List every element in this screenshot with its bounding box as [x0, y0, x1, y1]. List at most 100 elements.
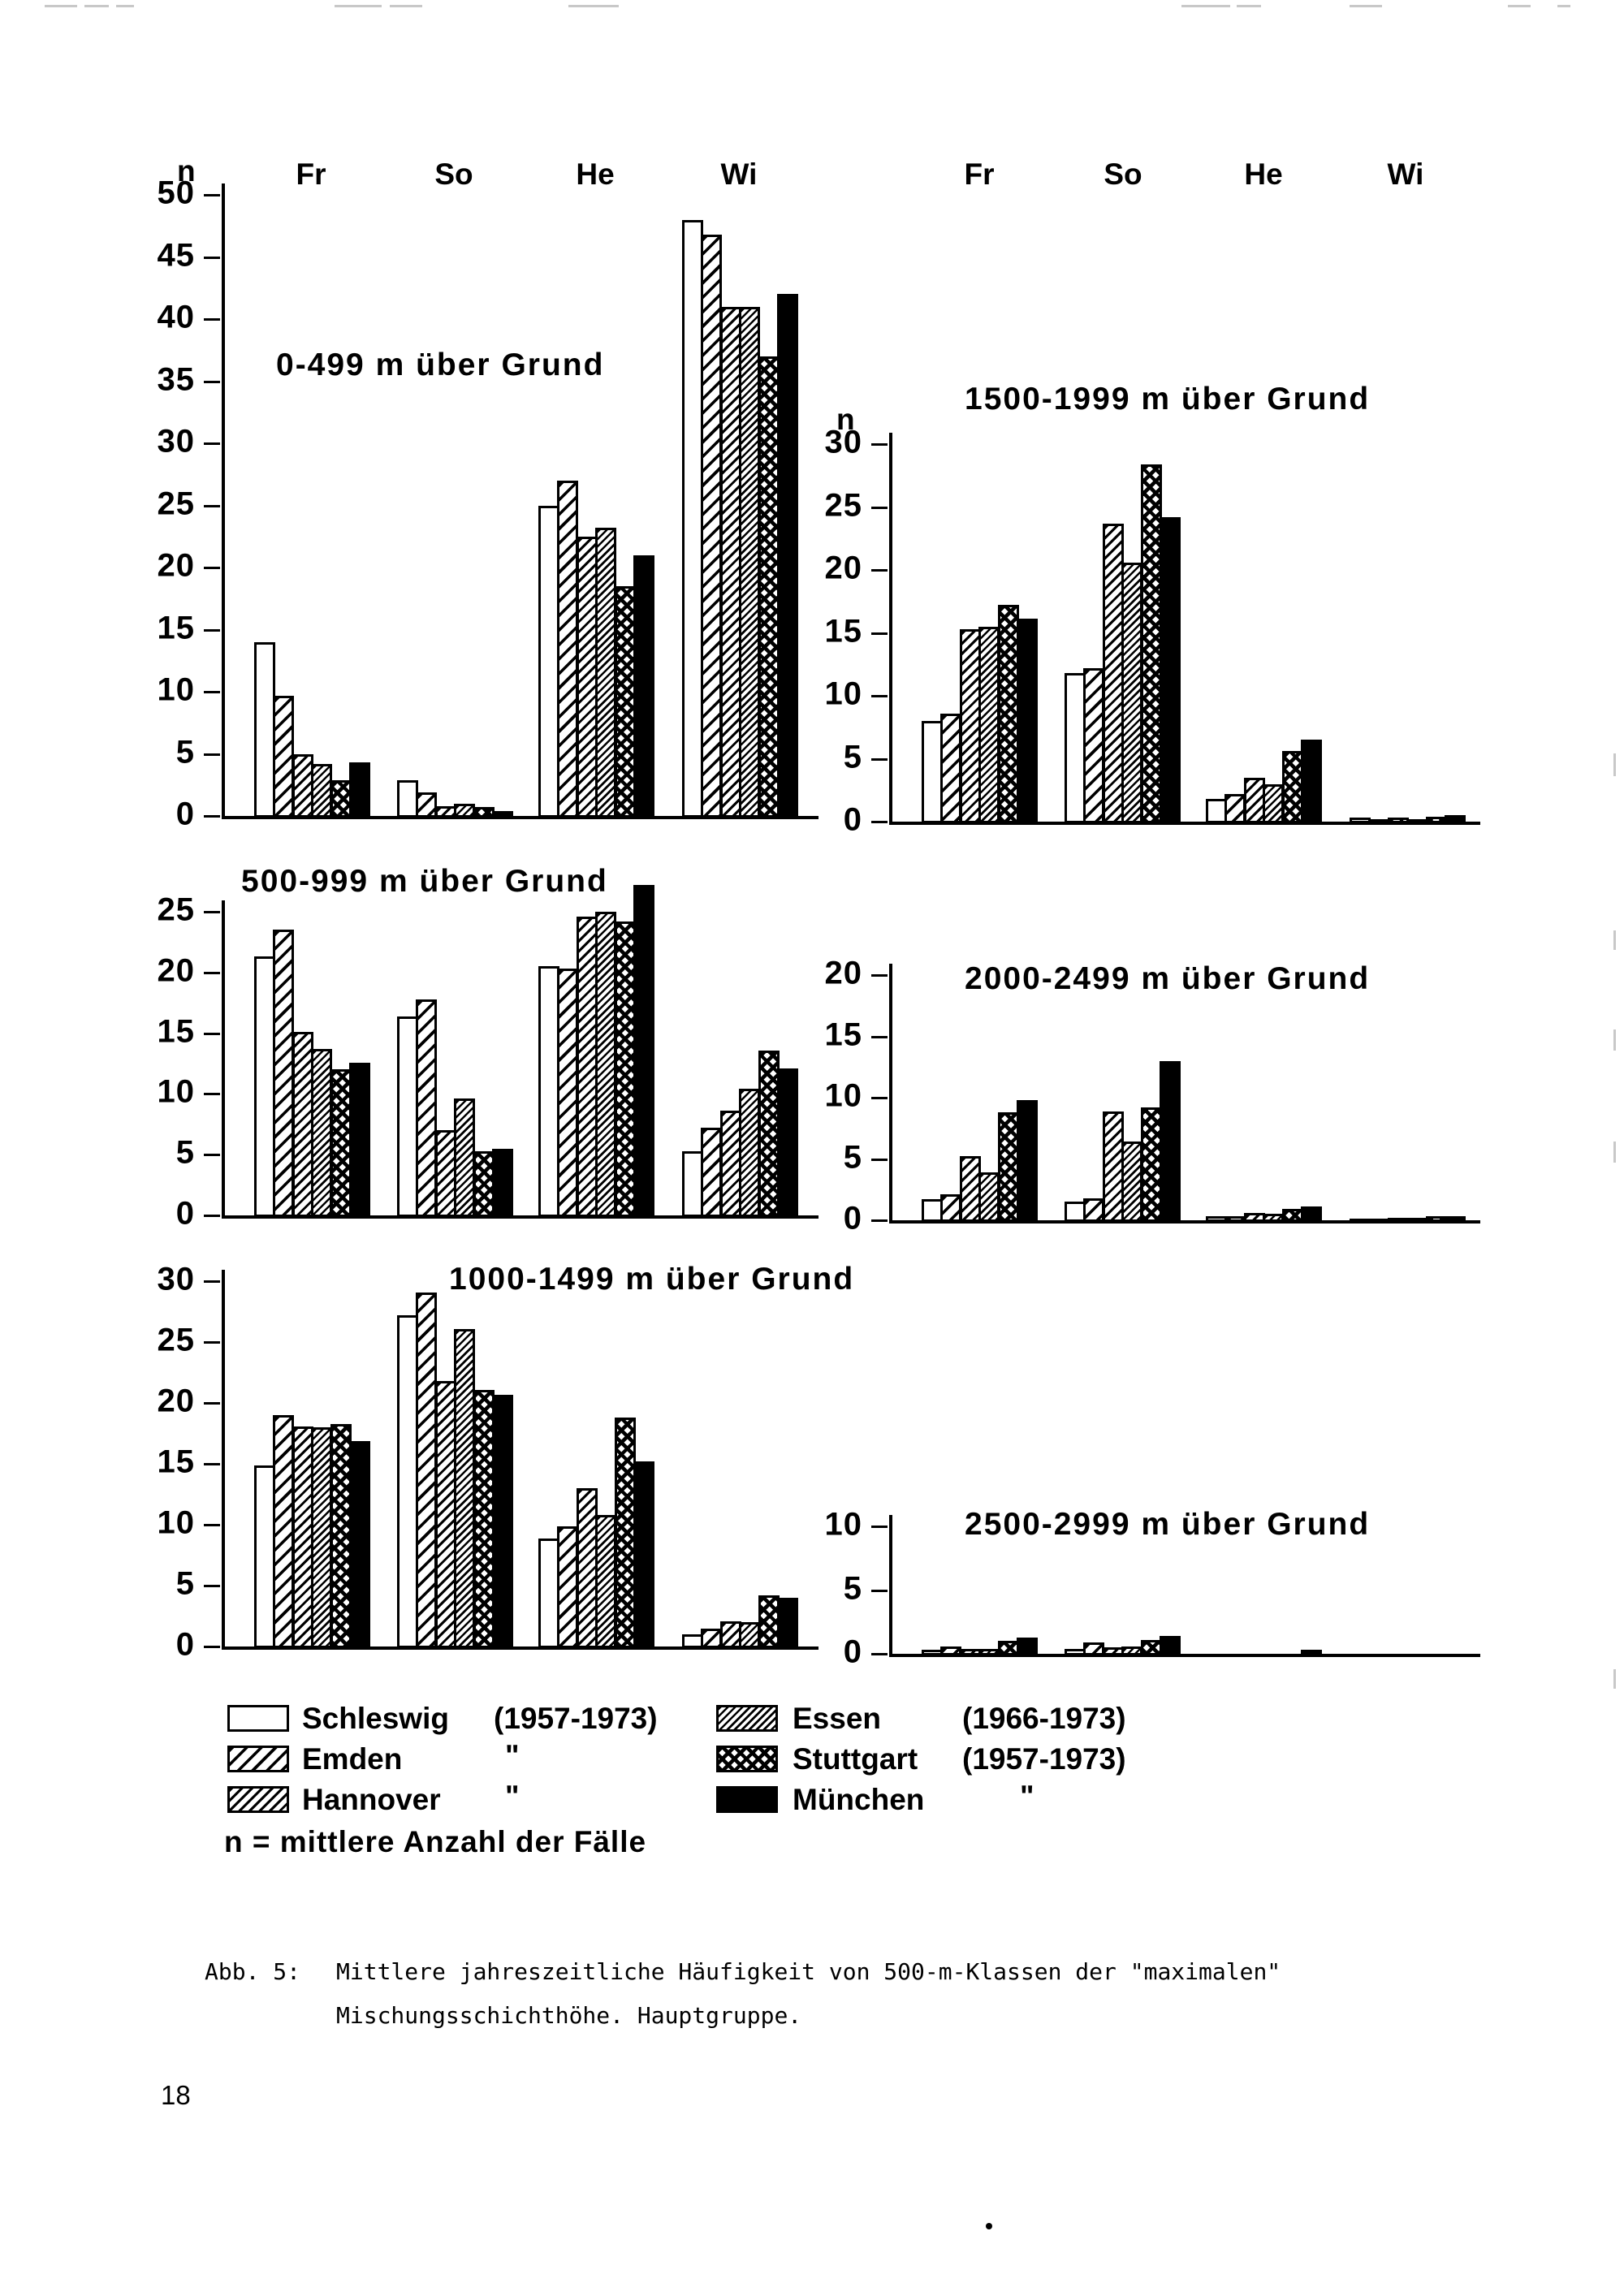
bar-hannover-fr — [292, 1426, 313, 1648]
bar-stuttgart-fr — [997, 605, 1019, 823]
bar-hannover-fr — [292, 1032, 313, 1217]
bar-schleswig-he — [538, 1538, 559, 1648]
y-axis-tick — [204, 753, 220, 756]
season-label-he-left: He — [576, 158, 615, 191]
bar-münchen-fr — [349, 1440, 370, 1648]
bar-münchen-he — [1301, 740, 1322, 823]
y-axis-tick — [204, 815, 220, 818]
bar-emden-he — [557, 969, 579, 1217]
y-axis-tick-label: 25 — [157, 1322, 195, 1358]
bar-hannover-he — [576, 1488, 598, 1648]
bar-essen-fr — [311, 1049, 333, 1217]
y-axis-tick — [204, 504, 220, 507]
bar-schleswig-he — [538, 966, 559, 1217]
y-axis-tick-label: 10 — [157, 1504, 195, 1541]
scan-artifact — [1508, 5, 1531, 7]
bar-schleswig-wi — [682, 1150, 703, 1217]
legend-swatch-emden — [227, 1746, 289, 1772]
bar-hannover-he — [576, 916, 598, 1217]
bar-stuttgart-fr — [330, 1423, 352, 1648]
bar-münchen-so — [492, 1148, 513, 1217]
bar-emden-fr — [273, 695, 295, 818]
legend-period-muenchen: " — [1020, 1780, 1034, 1813]
bar-stuttgart-he — [614, 1418, 636, 1648]
bar-münchen-wi — [777, 1068, 798, 1217]
bar-stuttgart-wi — [758, 1050, 780, 1217]
y-axis-tick-label: 25 — [157, 891, 195, 928]
scan-artifact — [1181, 5, 1230, 7]
y-axis-tick — [204, 1280, 220, 1283]
y-axis-tick-label: 0 — [843, 801, 862, 838]
bar-essen-he — [1263, 1214, 1285, 1222]
y-axis-tick — [204, 1463, 220, 1465]
y-axis-tick-label: 20 — [824, 955, 862, 991]
y-axis-tick — [871, 695, 888, 697]
x-axis — [222, 1646, 818, 1650]
bar-münchen-wi — [777, 294, 798, 818]
bar-emden-fr — [940, 1194, 962, 1222]
y-axis-name-chart-0-499: n — [177, 154, 196, 188]
bar-hannover-wi — [719, 306, 741, 818]
bar-schleswig-he — [538, 505, 559, 818]
bar-stuttgart-fr — [997, 1112, 1019, 1222]
bar-emden-fr — [940, 713, 962, 823]
y-axis-tick — [204, 194, 220, 196]
scan-artifact — [335, 5, 382, 7]
season-label-so-right: So — [1104, 158, 1142, 191]
bar-münchen-fr — [349, 762, 370, 818]
y-axis-tick — [204, 1154, 220, 1157]
y-axis-tick-label: 20 — [157, 1383, 195, 1419]
bar-hannover-fr — [959, 1648, 981, 1655]
x-axis — [889, 1654, 1480, 1657]
chart-title-1000-1499: 1000-1499 m über Grund — [449, 1262, 855, 1297]
bar-schleswig-so — [1065, 1648, 1086, 1655]
y-axis-tick-label: 30 — [824, 424, 862, 460]
bar-stuttgart-so — [473, 807, 495, 818]
y-axis-tick-label: 30 — [157, 1261, 195, 1297]
y-axis-tick — [204, 1646, 220, 1648]
bar-münchen-so — [1160, 1060, 1181, 1222]
legend-label-stuttgart: Stuttgart — [793, 1742, 918, 1776]
y-axis-tick — [204, 971, 220, 974]
season-label-he-right: He — [1244, 158, 1283, 191]
y-axis-tick-label: 50 — [157, 175, 195, 211]
bar-essen-so — [454, 1098, 476, 1217]
bar-stuttgart-wi — [1425, 816, 1447, 823]
y-axis-tick-label: 0 — [175, 1195, 195, 1232]
bar-emden-so — [1083, 1642, 1105, 1655]
y-axis — [222, 183, 225, 818]
y-axis-tick-label: 5 — [843, 739, 862, 775]
y-axis-tick-label: 0 — [843, 1200, 862, 1236]
y-axis-tick-label: 0 — [175, 796, 195, 832]
y-axis-tick — [871, 757, 888, 761]
bar-stuttgart-fr — [330, 779, 352, 818]
bar-schleswig-wi — [1350, 818, 1371, 823]
y-axis-tick-label: 40 — [157, 299, 195, 335]
figure-caption-label: Abb. 5: — [205, 1958, 301, 1985]
x-axis — [222, 1215, 818, 1219]
y-axis-tick — [204, 318, 220, 321]
y-axis-tick-label: 10 — [824, 675, 862, 712]
y-axis-tick-label: 25 — [824, 487, 862, 524]
y-axis — [889, 1515, 892, 1655]
chart-title-0-499: 0-499 m über Grund — [276, 347, 605, 382]
page-number: 18 — [161, 2080, 191, 2110]
legend-label-muenchen: München — [793, 1783, 925, 1816]
bar-essen-wi — [1406, 1217, 1428, 1223]
bar-hannover-fr — [959, 1156, 981, 1222]
bar-stuttgart-wi — [758, 1595, 780, 1648]
legend-label-essen: Essen — [793, 1702, 882, 1735]
bar-essen-wi — [739, 1622, 761, 1648]
legend-swatch-schleswig — [227, 1705, 289, 1732]
bar-schleswig-fr — [922, 1650, 943, 1655]
y-axis-tick-label: 5 — [843, 1570, 862, 1607]
scan-artifact — [1350, 5, 1382, 7]
scan-artifact — [84, 5, 109, 7]
bar-münchen-wi — [777, 1598, 798, 1648]
season-label-wi-left: Wi — [720, 158, 758, 191]
bar-stuttgart-wi — [758, 356, 780, 818]
scan-artifact — [390, 5, 422, 7]
bar-schleswig-fr — [922, 721, 943, 823]
bar-emden-so — [416, 792, 438, 818]
bar-münchen-wi — [1445, 815, 1466, 823]
